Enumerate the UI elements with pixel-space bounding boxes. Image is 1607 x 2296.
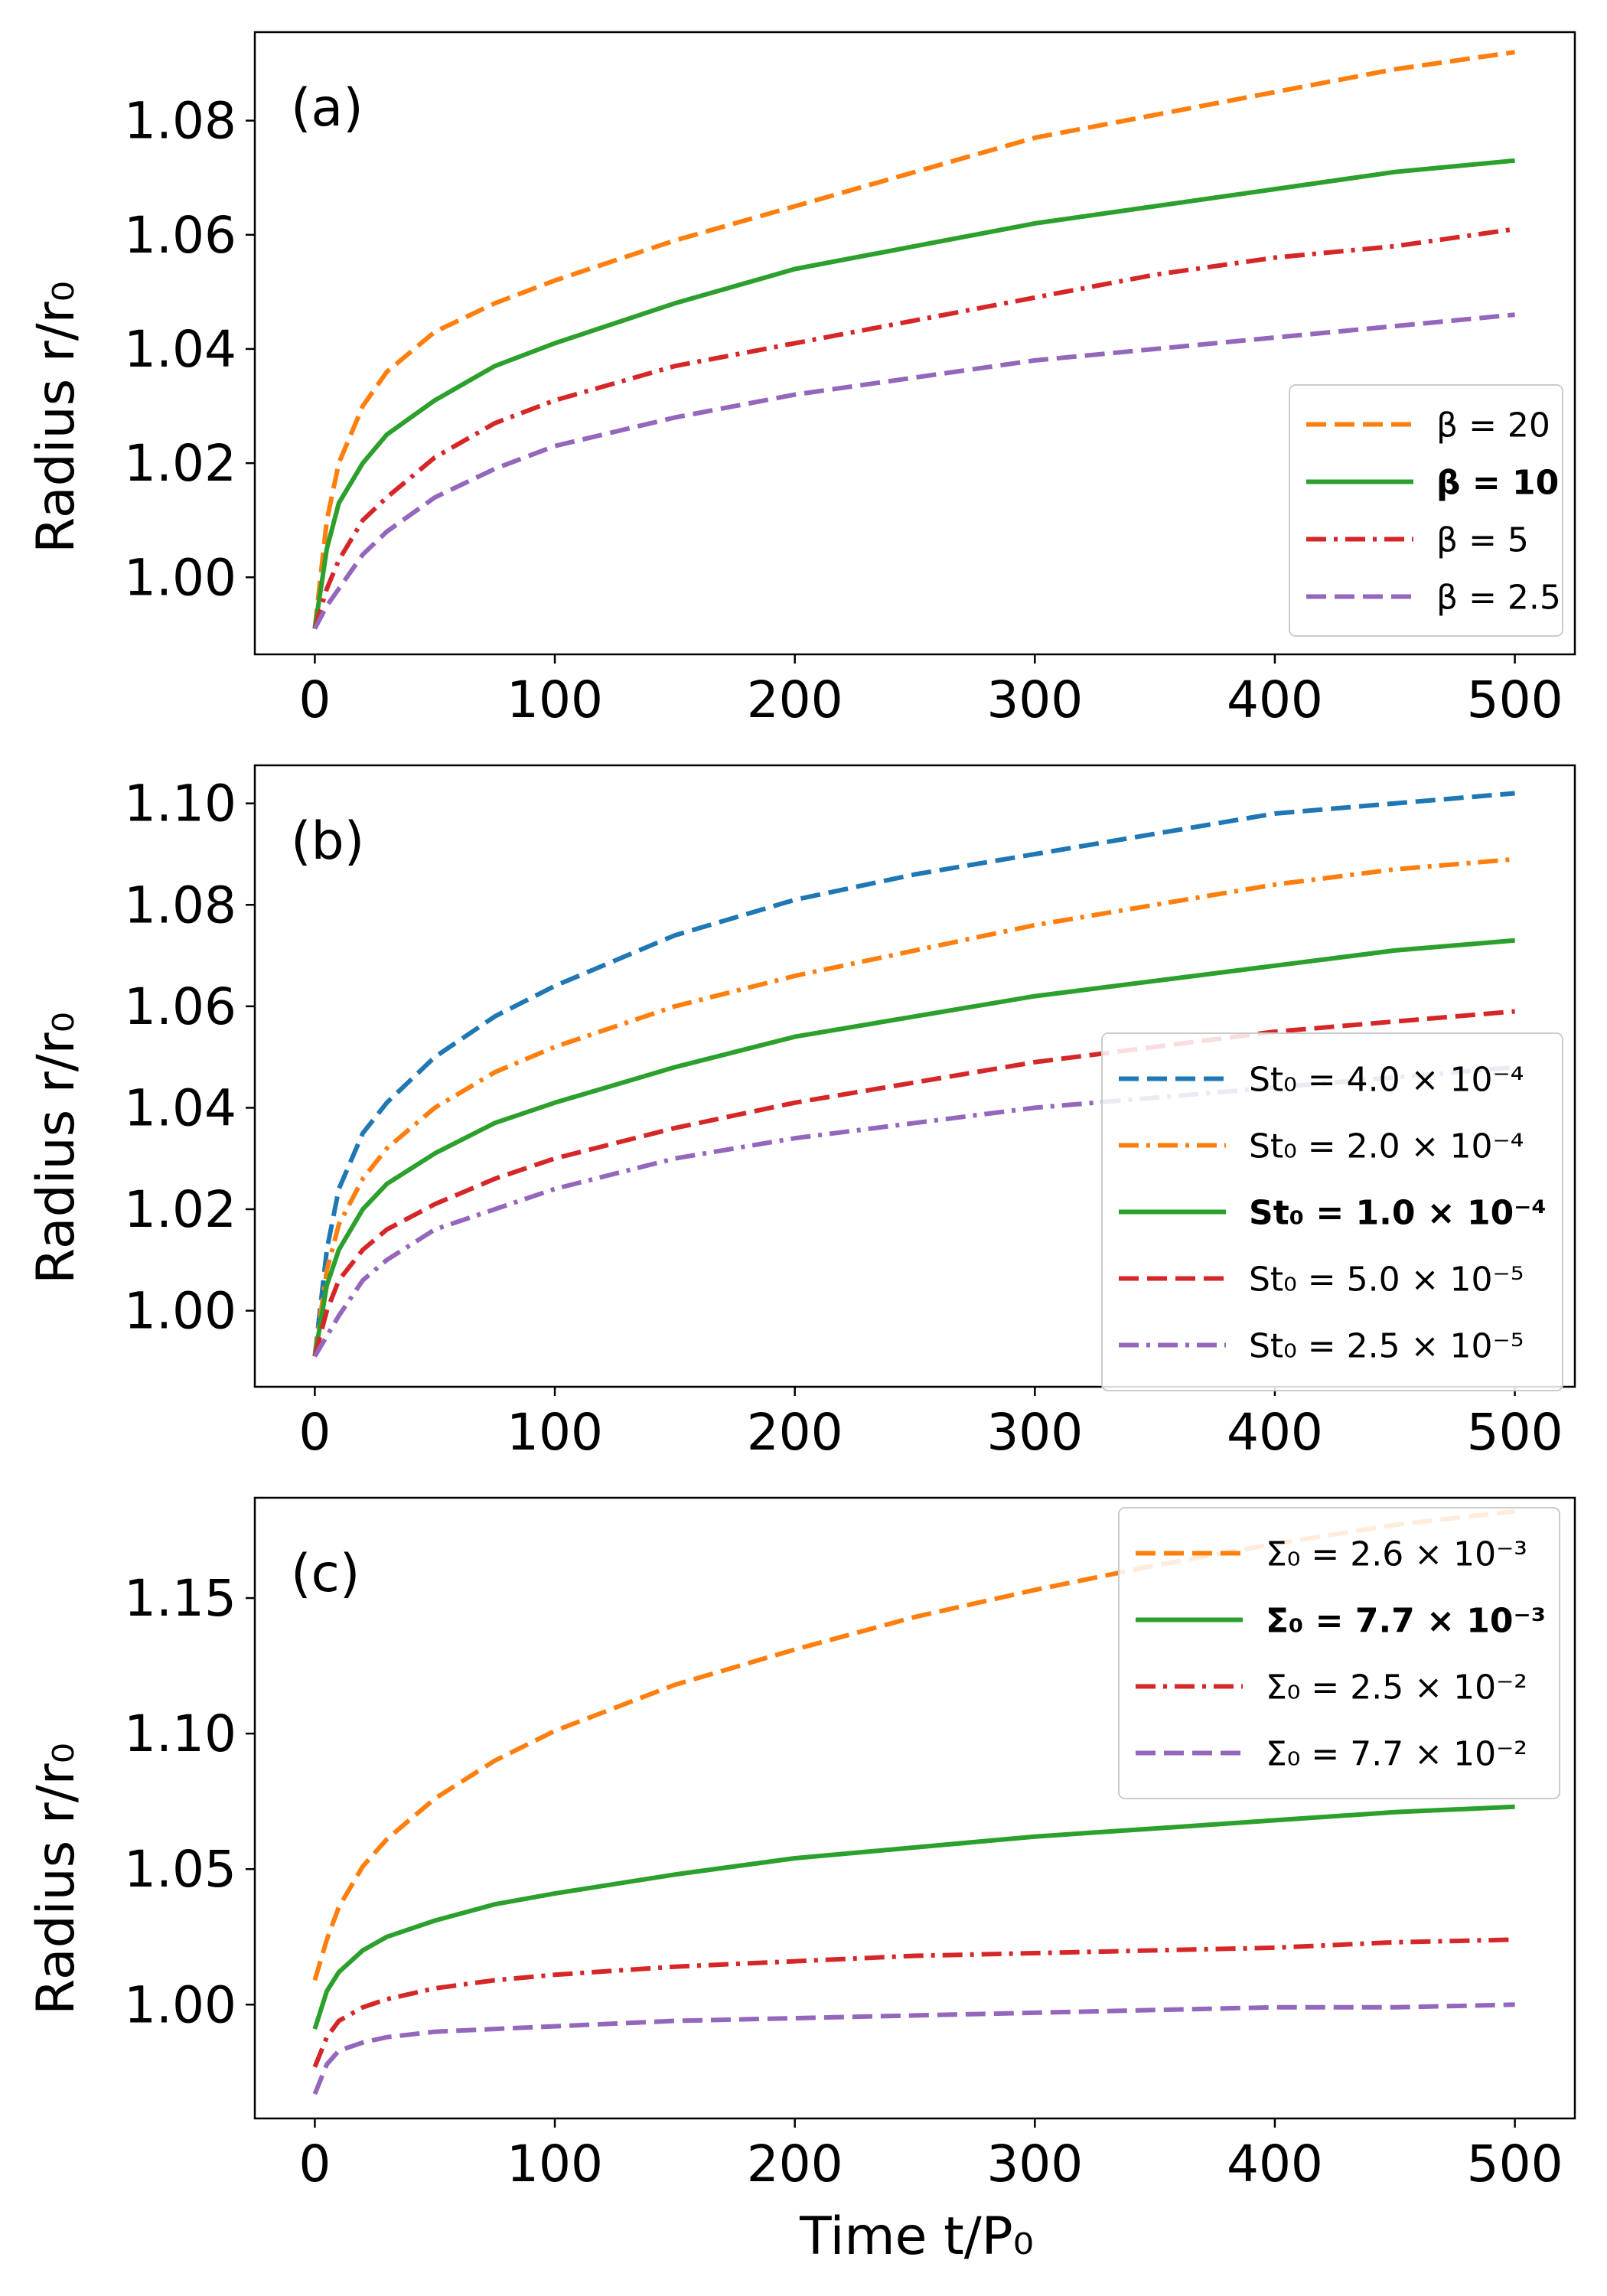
x-tick-label-c-300: 300 bbox=[986, 2135, 1083, 2193]
x-tick-label-c-200: 200 bbox=[747, 2135, 843, 2193]
legend-label-b-4: St₀ = 5.0 × 10⁻⁵ bbox=[1249, 1261, 1524, 1300]
series-line-c-4 bbox=[312, 2002, 1515, 2095]
panel-b: 0 100 200 300 400 500 1.00 1.02 1.04 1.06 1.08 1.10… bbox=[124, 764, 1576, 1462]
series-line-c-1 bbox=[312, 1508, 1515, 1981]
legend-c: Σ₀ = 2.6 × 10⁻³ Σ₀ = 7.7 × 10⁻³ Σ₀ = 2.5 ×… bbox=[1118, 1507, 1560, 1799]
y-tick-label-c-3: 1.15 bbox=[124, 1569, 236, 1628]
series-line-b-5 bbox=[312, 1065, 1515, 1358]
panel-label-a: (a) bbox=[291, 78, 363, 139]
x-tick-label-a-200: 200 bbox=[747, 670, 843, 729]
y-axis-title-c: Radius r/r₀ bbox=[26, 1743, 86, 2015]
panel-c: 0 100 200 300 400 500 1.00 1.05 1.10 1.15 (c) Σ₀ = … bbox=[124, 1496, 1576, 2193]
y-tick-label-c-0: 1.00 bbox=[124, 1975, 236, 2034]
y-axis-title-b: Radius r/r₀ bbox=[26, 1012, 86, 1284]
legend-b: St₀ = 4.0 × 10⁻⁴ St₀ = 2.0 × 10⁻⁴ St₀ = 1.… bbox=[1101, 1032, 1563, 1391]
y-tick-label-b-5: 1.10 bbox=[124, 775, 236, 833]
x-tick-label-a-300: 300 bbox=[986, 670, 1083, 729]
legend-label-a-2: β = 10 bbox=[1436, 464, 1559, 503]
legend-label-b-3: St₀ = 1.0 × 10⁻⁴ bbox=[1249, 1194, 1547, 1233]
y-tick-label-a-0: 1.00 bbox=[124, 548, 236, 607]
legend-frame-b bbox=[1101, 1032, 1563, 1391]
x-tick-label-b-300: 300 bbox=[986, 1403, 1083, 1462]
x-tick-label-c-0: 0 bbox=[298, 2135, 331, 2193]
x-tick-label-a-500: 500 bbox=[1467, 670, 1563, 729]
x-tick-label-a-100: 100 bbox=[507, 670, 603, 729]
series-line-a-4 bbox=[312, 312, 1515, 630]
series-group-a bbox=[312, 50, 1516, 630]
series-line-a-2 bbox=[312, 158, 1515, 629]
x-tick-label-b-200: 200 bbox=[747, 1403, 843, 1462]
y-axis-title-a-text: Radius r/r₀ bbox=[26, 281, 86, 553]
y-tick-label-a-3: 1.06 bbox=[124, 206, 236, 265]
x-tick-label-b-100: 100 bbox=[507, 1403, 603, 1462]
x-tick-label-c-500: 500 bbox=[1467, 2135, 1563, 2193]
legend-frame-c bbox=[1118, 1507, 1560, 1799]
panel-label-b: (b) bbox=[291, 811, 364, 872]
series-line-a-3 bbox=[312, 227, 1516, 630]
axes-frame-c bbox=[253, 1496, 1576, 2120]
legend-label-c-1: Σ₀ = 2.6 × 10⁻³ bbox=[1266, 1535, 1527, 1574]
series-line-b-2 bbox=[312, 856, 1515, 1357]
y-tick-label-b-0: 1.00 bbox=[124, 1282, 236, 1341]
y-axis-title-b-text: Radius r/r₀ bbox=[26, 1012, 86, 1284]
y-tick-label-c-2: 1.10 bbox=[124, 1704, 236, 1763]
x-tick-label-a-0: 0 bbox=[298, 670, 331, 729]
legend-label-b-2: St₀ = 2.0 × 10⁻⁴ bbox=[1249, 1127, 1524, 1166]
y-tick-label-a-4: 1.08 bbox=[124, 92, 236, 151]
y-tick-label-a-1: 1.02 bbox=[124, 434, 236, 493]
y-tick-label-b-4: 1.08 bbox=[124, 876, 236, 934]
panel-label-c: (c) bbox=[291, 1544, 360, 1604]
legend-a: β = 20 β = 10 β = 5 β = 2.5 bbox=[1289, 384, 1563, 637]
legend-label-a-3: β = 5 bbox=[1436, 521, 1529, 560]
legend-label-c-2: Σ₀ = 7.7 × 10⁻³ bbox=[1266, 1602, 1546, 1641]
legend-label-c-4: Σ₀ = 7.7 × 10⁻² bbox=[1266, 1735, 1527, 1774]
axes-frame-a bbox=[253, 31, 1576, 656]
y-tick-label-b-2: 1.04 bbox=[124, 1078, 236, 1137]
legend-label-b-5: St₀ = 2.5 × 10⁻⁵ bbox=[1249, 1327, 1524, 1366]
legend-frame-a bbox=[1289, 384, 1563, 637]
series-line-b-1 bbox=[312, 791, 1515, 1357]
series-line-b-3 bbox=[312, 938, 1515, 1357]
x-axis-title: Time t/P₀ bbox=[799, 2206, 1034, 2267]
legend-label-c-3: Σ₀ = 2.5 × 10⁻² bbox=[1266, 1668, 1527, 1707]
series-group-c bbox=[312, 1508, 1515, 2095]
y-tick-label-c-1: 1.05 bbox=[124, 1840, 236, 1899]
legend-label-a-1: β = 20 bbox=[1436, 406, 1550, 445]
x-tick-label-c-400: 400 bbox=[1227, 2135, 1323, 2193]
x-tick-label-b-0: 0 bbox=[298, 1403, 331, 1462]
y-tick-label-a-2: 1.04 bbox=[124, 320, 236, 379]
legend-label-a-4: β = 2.5 bbox=[1436, 579, 1561, 618]
y-axis-title-a: Radius r/r₀ bbox=[26, 281, 86, 553]
x-tick-label-b-500: 500 bbox=[1467, 1403, 1563, 1462]
series-line-c-2 bbox=[312, 1804, 1515, 2030]
x-tick-label-c-100: 100 bbox=[507, 2135, 603, 2193]
legend-label-b-1: St₀ = 4.0 × 10⁻⁴ bbox=[1249, 1061, 1524, 1100]
panel-a: 0 100 200 300 400 500 1.00 1.02 1.04 1.06 1.08 (a) β… bbox=[124, 31, 1576, 729]
series-line-a-1 bbox=[312, 50, 1516, 629]
y-tick-label-b-1: 1.02 bbox=[124, 1180, 236, 1239]
axes-frame-b bbox=[253, 764, 1576, 1388]
x-tick-label-a-400: 400 bbox=[1227, 670, 1323, 729]
y-axis-title-c-text: Radius r/r₀ bbox=[26, 1743, 86, 2015]
y-tick-label-b-3: 1.06 bbox=[124, 977, 236, 1036]
x-tick-label-b-400: 400 bbox=[1227, 1403, 1323, 1462]
